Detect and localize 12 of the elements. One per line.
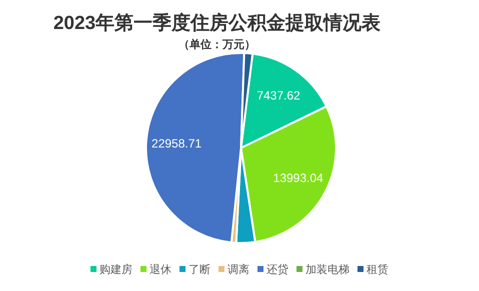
data-label: 13993.04: [273, 171, 324, 186]
data-label: 22958.71: [152, 136, 202, 151]
chart-subtitle: （单位：万元）: [178, 38, 256, 51]
legend-label: 调离: [228, 263, 250, 276]
data-label: 7437.62: [256, 88, 301, 102]
legend-label: 购建房: [100, 263, 132, 276]
legend-label: 了断: [188, 263, 210, 276]
chart-title: 2023年第一季度住房公积金提取情况表: [53, 12, 382, 34]
legend-label: 加装电梯: [306, 263, 350, 276]
legend-label: 退休: [150, 263, 172, 276]
legend-label: 租赁: [366, 263, 388, 276]
legend-label: 还贷: [266, 263, 288, 276]
